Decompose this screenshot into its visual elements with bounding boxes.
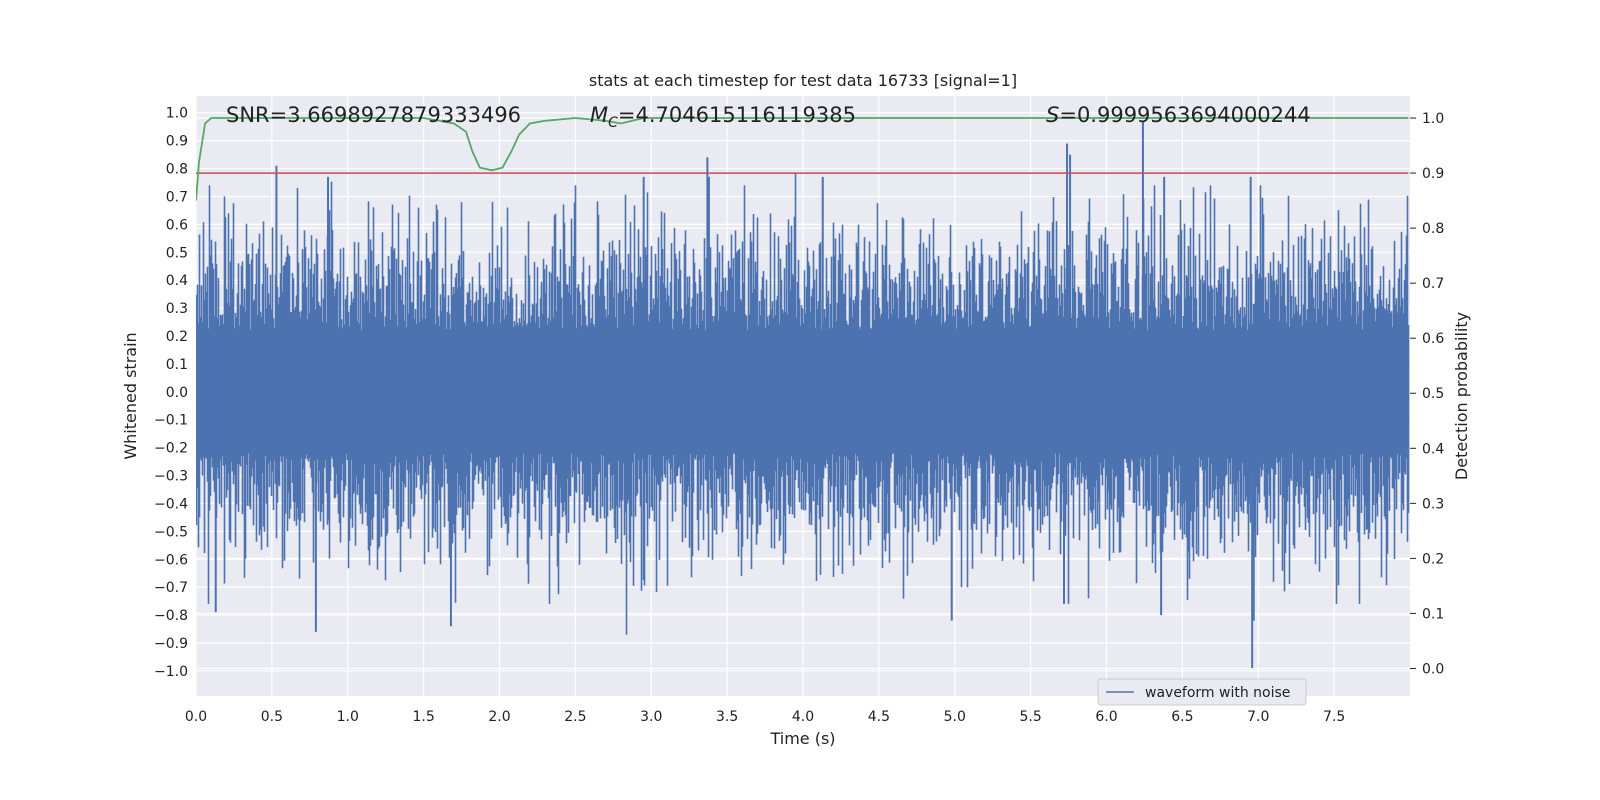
waveform-with-noise-series xyxy=(196,173,1410,635)
y-tick-label: 0.1 xyxy=(166,357,188,373)
y2-tick-label: 1.0 xyxy=(1422,111,1444,127)
y-tick-label: 0.0 xyxy=(166,385,188,401)
x-tick-label: 2.5 xyxy=(564,709,586,725)
chart-title: stats at each timestep for test data 167… xyxy=(589,71,1017,90)
waveform-spikes xyxy=(214,121,1255,669)
s-annotation: S=0.9999563694000244 xyxy=(1046,103,1311,127)
x-tick-label: 4.0 xyxy=(792,709,814,725)
x-tick-label: 0.5 xyxy=(261,709,283,725)
x-tick-label: 7.5 xyxy=(1323,709,1345,725)
legend: waveform with noise xyxy=(1097,678,1307,706)
y2-tick-label: 0.0 xyxy=(1422,661,1444,677)
y2-tick-label: 0.5 xyxy=(1422,386,1444,402)
x-tick-label: 6.5 xyxy=(1171,709,1193,725)
legend-label: waveform with noise xyxy=(1145,685,1290,701)
mc-value: =4.704615116119385 xyxy=(618,103,856,127)
x-axis-label: Time (s) xyxy=(769,729,835,748)
x-tick-label: 4.5 xyxy=(868,709,890,725)
y-tick-label: 0.7 xyxy=(166,189,188,205)
mc-symbol: M xyxy=(590,103,608,127)
y-tick-label: −0.9 xyxy=(154,636,188,652)
y2-tick-label: 0.3 xyxy=(1422,496,1444,512)
y-tick-label: −0.5 xyxy=(154,524,188,540)
y2-tick-label: 0.1 xyxy=(1422,606,1444,622)
x-tick-label: 3.5 xyxy=(716,709,738,725)
y-tick-label: −0.7 xyxy=(154,580,188,596)
y2-axis-ticks: 0.0 0.1 0.2 0.3 0.4 0.5 0.6 0.7 0.8 0.9 1.0 xyxy=(1410,111,1444,677)
y-tick-label: 0.4 xyxy=(166,273,188,289)
y-tick-label: 0.9 xyxy=(166,134,188,150)
x-tick-label: 6.0 xyxy=(1095,709,1117,725)
x-tick-label: 1.0 xyxy=(337,709,359,725)
snr-annotation: SNR=3.6698927879333496 xyxy=(226,103,521,127)
y-tick-label: 0.8 xyxy=(166,162,188,178)
y2-tick-label: 0.7 xyxy=(1422,276,1444,292)
y2-tick-label: 0.9 xyxy=(1422,166,1444,182)
x-tick-label: 3.0 xyxy=(640,709,662,725)
y-tick-label: −0.1 xyxy=(154,413,188,429)
chirp-mass-annotation: MC=4.704615116119385 xyxy=(590,103,856,131)
x-tick-label: 5.5 xyxy=(1019,709,1041,725)
y-tick-label: 0.6 xyxy=(166,217,188,233)
y2-axis-label: Detection probability xyxy=(1452,312,1471,480)
y-tick-label: 0.2 xyxy=(166,329,188,345)
y-tick-label: −0.3 xyxy=(154,469,188,485)
y-axis-label: Whitened strain xyxy=(121,332,140,459)
y-tick-label: −0.4 xyxy=(154,496,188,512)
x-tick-label: 5.0 xyxy=(944,709,966,725)
y-tick-label: 0.3 xyxy=(166,301,188,317)
y-tick-label: −0.8 xyxy=(154,608,188,624)
y2-tick-label: 0.8 xyxy=(1422,221,1444,237)
y2-tick-label: 0.4 xyxy=(1422,441,1444,457)
y-tick-label: −0.2 xyxy=(154,441,188,457)
mc-subscript: C xyxy=(608,115,618,131)
detection-probability-line xyxy=(196,117,1409,201)
y-tick-label: −1.0 xyxy=(154,664,188,680)
x-tick-label: 1.5 xyxy=(412,709,434,725)
y-tick-label: 1.0 xyxy=(166,106,188,122)
y-tick-label: −0.6 xyxy=(154,552,188,568)
y2-tick-label: 0.6 xyxy=(1422,331,1444,347)
legend-box xyxy=(1097,678,1307,706)
y-tick-label: 0.5 xyxy=(166,245,188,261)
s-value: =0.9999563694000244 xyxy=(1059,103,1310,127)
y-axis-ticks: −1.0 −0.9 −0.8 −0.7 −0.6 −0.5 −0.4 −0.3 −0.2 −0.1… xyxy=(154,106,188,680)
x-tick-label: 2.0 xyxy=(488,709,510,725)
s-symbol: S xyxy=(1046,103,1059,127)
x-axis-ticks: 0.0 0.5 1.0 1.5 2.0 2.5 3.0 3.5 4.0 4.5 5.0 5.5 6.0 6… xyxy=(185,709,1345,725)
y2-tick-label: 0.2 xyxy=(1422,551,1444,567)
x-tick-label: 7.0 xyxy=(1247,709,1269,725)
x-tick-label: 0.0 xyxy=(185,709,207,725)
